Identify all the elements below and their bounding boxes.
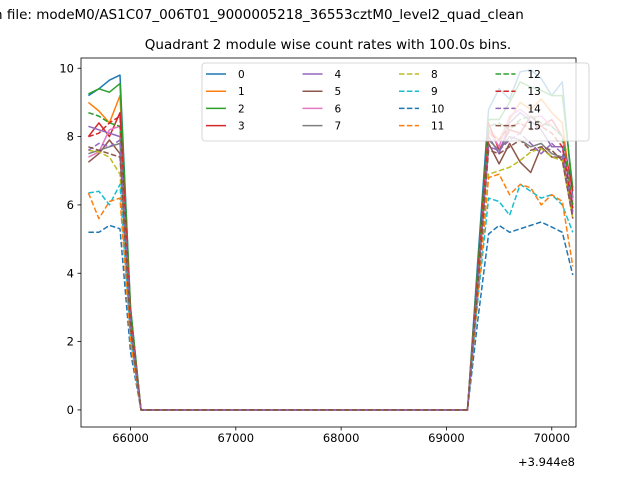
legend-label-13: 13 bbox=[528, 86, 541, 98]
series-line-3 bbox=[87, 111, 574, 411]
legend-label-0: 0 bbox=[238, 69, 245, 81]
legend-label-1: 1 bbox=[238, 86, 245, 98]
legend-label-11: 11 bbox=[431, 121, 444, 133]
x-axis-offset-label: +3.944e8 bbox=[518, 455, 575, 469]
y-tick-label: 8 bbox=[67, 130, 74, 144]
legend-label-8: 8 bbox=[431, 69, 438, 81]
legend-label-4: 4 bbox=[335, 69, 342, 81]
x-tick-label: 68000 bbox=[323, 431, 360, 445]
legend-label-12: 12 bbox=[528, 69, 541, 81]
axes-frame bbox=[80, 57, 577, 428]
y-tick-label: 6 bbox=[67, 198, 74, 212]
series-line-9 bbox=[88, 183, 574, 411]
series-line-4 bbox=[88, 111, 574, 411]
series-line-5 bbox=[87, 139, 574, 411]
series-line-8 bbox=[88, 147, 574, 411]
chart-title: Quadrant 2 module wise count rates with … bbox=[145, 37, 511, 53]
x-tick-label: 67000 bbox=[218, 431, 255, 445]
legend-label-2: 2 bbox=[238, 103, 245, 115]
series-line-14 bbox=[87, 132, 574, 411]
legend-label-10: 10 bbox=[431, 103, 444, 115]
legend-label-14: 14 bbox=[528, 103, 542, 115]
legend-label-15: 15 bbox=[528, 121, 541, 133]
legend-label-3: 3 bbox=[238, 121, 245, 133]
y-tick-label: 4 bbox=[67, 266, 74, 280]
series-line-13 bbox=[88, 115, 574, 411]
series-line-15 bbox=[88, 139, 574, 411]
figure-suptitle: n file: modeM0/AS1C07_006T01_9000005218_… bbox=[0, 7, 524, 23]
legend-label-9: 9 bbox=[431, 86, 438, 98]
series-line-10 bbox=[88, 221, 574, 411]
legend-label-7: 7 bbox=[335, 121, 342, 133]
x-tick-label: 66000 bbox=[112, 431, 149, 445]
y-tick-label: 2 bbox=[67, 335, 74, 349]
series-line-12 bbox=[88, 111, 574, 411]
x-tick-label: 69000 bbox=[428, 431, 465, 445]
x-tick-label: 70000 bbox=[533, 431, 570, 445]
legend-box bbox=[201, 62, 590, 142]
legend-label-5: 5 bbox=[335, 86, 342, 98]
series-line-6 bbox=[88, 108, 574, 411]
y-tick-label: 10 bbox=[59, 61, 74, 75]
series-line-11 bbox=[87, 173, 574, 411]
y-tick-label: 0 bbox=[67, 403, 74, 417]
legend-label-6: 6 bbox=[335, 103, 342, 115]
